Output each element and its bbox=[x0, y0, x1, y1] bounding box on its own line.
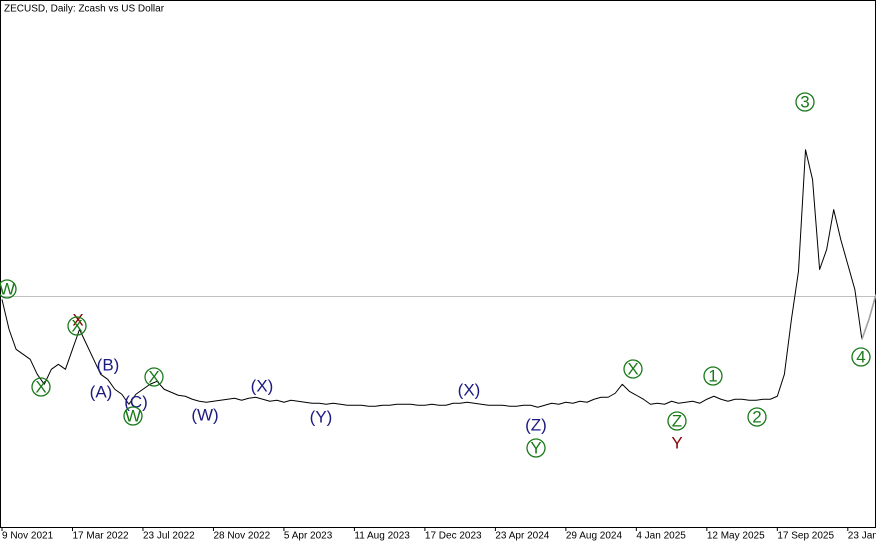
wave-label: (C) bbox=[124, 392, 148, 411]
wave-label: X bbox=[35, 377, 46, 396]
wave-label: 1 bbox=[708, 366, 717, 385]
wave-circle bbox=[703, 366, 723, 386]
wave-label: 2 bbox=[752, 407, 761, 426]
wave-label: (Z) bbox=[525, 415, 547, 434]
wave-circle bbox=[526, 438, 546, 458]
x-tick-label: 17 Mar 2022 bbox=[72, 531, 129, 542]
wave-circle bbox=[623, 359, 643, 379]
wave-label: Z bbox=[672, 411, 682, 430]
wave-label: 3 bbox=[800, 92, 809, 111]
wave-label: X bbox=[148, 367, 159, 386]
x-tick-label: 23 Apr 2024 bbox=[495, 531, 549, 542]
wave-circle bbox=[67, 316, 87, 336]
wave-label: (B) bbox=[97, 355, 120, 374]
wave-circle bbox=[747, 407, 767, 427]
wave-label: X bbox=[72, 310, 83, 329]
x-tick-label: 12 May 2025 bbox=[707, 531, 765, 542]
price-line bbox=[861, 294, 876, 340]
wave-label: (X) bbox=[251, 376, 274, 395]
wave-label: Y bbox=[530, 438, 541, 457]
x-tick-label: 29 Aug 2024 bbox=[566, 531, 623, 542]
wave-label: X bbox=[627, 359, 638, 378]
x-tick-label: 5 Apr 2023 bbox=[284, 531, 333, 542]
wave-circle bbox=[851, 347, 871, 367]
x-tick-label: 17 Sep 2025 bbox=[777, 531, 834, 542]
x-tick-label: 4 Jan 2025 bbox=[636, 531, 686, 542]
wave-circle bbox=[144, 367, 164, 387]
x-tick-label: 9 Nov 2021 bbox=[2, 531, 54, 542]
wave-label: X bbox=[71, 316, 82, 335]
wave-label: Y bbox=[671, 433, 682, 452]
wave-circle bbox=[0, 279, 17, 299]
wave-label: (Y) bbox=[310, 407, 333, 426]
wave-circle bbox=[795, 92, 815, 112]
wave-label: W bbox=[0, 279, 15, 298]
x-tick-label: 23 Jan bbox=[848, 531, 876, 542]
wave-circle bbox=[31, 377, 51, 397]
wave-label: (W) bbox=[191, 405, 218, 424]
wave-circle bbox=[123, 406, 143, 426]
wave-label: 4 bbox=[856, 347, 865, 366]
wave-label: (X) bbox=[458, 380, 481, 399]
price-line bbox=[1, 149, 863, 408]
x-tick-label: 11 Aug 2023 bbox=[354, 531, 410, 542]
chart-title: ZECUSD, Daily: Zcash vs US Dollar bbox=[4, 4, 165, 15]
wave-label: (A) bbox=[90, 382, 113, 401]
x-tick-label: 28 Nov 2022 bbox=[213, 531, 270, 542]
x-tick-label: 23 Jul 2022 bbox=[143, 531, 195, 542]
wave-label: W bbox=[125, 406, 141, 425]
plot-frame bbox=[0, 0, 876, 528]
wave-circle bbox=[667, 411, 687, 431]
x-tick-label: 17 Dec 2023 bbox=[425, 531, 482, 542]
